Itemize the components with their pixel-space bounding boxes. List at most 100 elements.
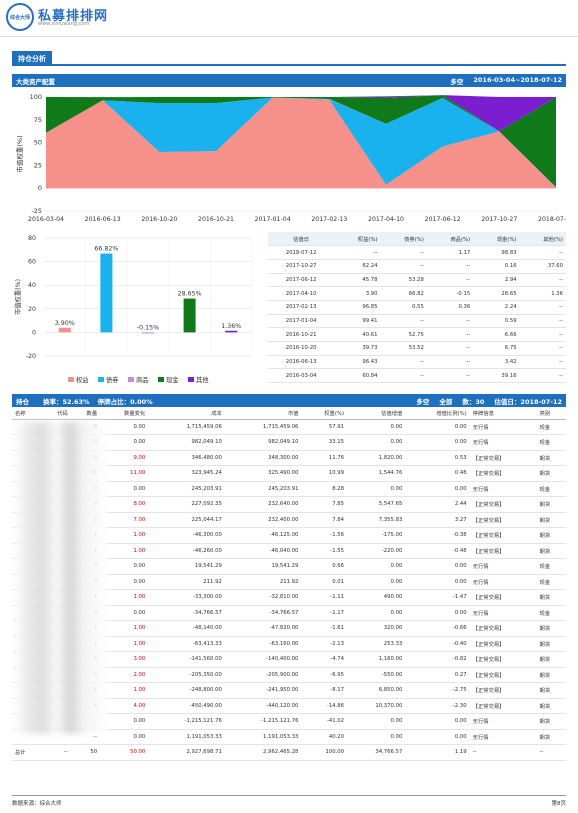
table-cell: 3.42: [473, 355, 520, 370]
table-cell: --: [426, 273, 474, 288]
table-cell: 982,049.10: [148, 434, 225, 451]
table-cell: 无行情: [469, 481, 537, 497]
holdings-header-cell: 代码: [41, 408, 71, 420]
y-tick-label: 80: [28, 235, 36, 242]
table-cell: -0.48: [405, 543, 470, 559]
table-row: 2016-10-21 40.61 52.75 -- 6.66 --: [268, 327, 566, 342]
table-cell: 期货: [536, 527, 566, 544]
table-cell: 0.36: [426, 300, 474, 315]
bar-其他: [225, 330, 238, 333]
table-cell: 99.41: [334, 314, 381, 329]
x-tick-label: 2017-10-27: [481, 216, 517, 223]
table-cell: 0.00: [100, 481, 149, 497]
table-cell: --: [380, 259, 427, 274]
table-cell: 无行情: [469, 558, 537, 575]
table-cell: -34,766.57: [148, 605, 225, 621]
table-cell: 245,203.91: [148, 481, 225, 497]
table-cell: 40.20: [301, 729, 348, 745]
table-cell: -1.55: [301, 543, 348, 559]
table-cell: 1.00: [100, 527, 149, 544]
table-cell: -2.75: [405, 682, 470, 699]
table-cell: 2017-10-27: [268, 259, 335, 274]
bar-value-label: -0.15%: [137, 324, 159, 331]
total-row: 总计 -- 50 50.00 2,927,698.71 2,962,465.28 100.0…: [12, 744, 566, 761]
table-cell: 1.00: [100, 682, 149, 699]
table-cell: 无行情: [469, 434, 537, 451]
legend-swatch: [98, 377, 104, 382]
table-cell: 1,820.00: [347, 450, 406, 466]
table-cell: 期货: [536, 512, 566, 528]
table-cell: 28.65: [473, 286, 520, 301]
table-cell: 【正常交易】: [469, 589, 537, 606]
table-cell: 期货: [536, 682, 566, 699]
table-cell: 0.00: [347, 713, 406, 730]
table-cell: 245,203.91: [224, 481, 302, 497]
table-cell: -0.38: [405, 527, 470, 544]
table-cell: 52.75: [380, 327, 427, 342]
table-cell: 19,541.29: [148, 558, 225, 575]
alloc-header-cell: 现金(%): [473, 232, 520, 247]
table-cell: 3.00: [100, 651, 149, 668]
table-cell: --: [519, 341, 566, 356]
table-cell: -4.74: [301, 651, 348, 668]
table-cell: -1.11: [301, 589, 348, 606]
table-row: 2017-06-12 45.78 53.28 -- 2.94 --: [268, 273, 566, 288]
table-cell: 0.00: [405, 713, 470, 730]
alloc-header-cell: 债券(%): [380, 232, 427, 247]
table-cell: --: [380, 355, 427, 370]
table-cell: --: [426, 259, 474, 274]
table-cell: -140,400.00: [224, 651, 302, 668]
table-cell: 7.85: [301, 496, 348, 513]
holdings-header-cell: 名称: [12, 408, 42, 420]
table-cell: 7.84: [301, 512, 348, 528]
table-cell: 100.00: [301, 744, 348, 761]
table-cell: --: [426, 341, 474, 356]
table-cell: -2.30: [405, 698, 470, 714]
table-cell: 96.43: [334, 355, 381, 370]
table-cell: -0.82: [405, 651, 470, 668]
table-cell: 50.00: [100, 744, 149, 761]
tab-label: 持仓分析: [12, 51, 52, 64]
holdings-header-cell: 权重(%): [301, 408, 348, 420]
table-cell: 期货: [536, 698, 566, 714]
table-cell: 34,766.57: [347, 744, 406, 761]
table-cell: 348,300.00: [224, 450, 302, 466]
table-row: 2017-10-27 62.24 -- -- 0.16 37.60: [268, 259, 566, 274]
alloc-range: 2016-03-04~2018-07-12: [473, 75, 562, 84]
table-cell: 期货: [536, 496, 566, 513]
holdings-header-cell: 成本: [148, 408, 225, 420]
table-cell: --: [469, 744, 537, 761]
page-number: 第8页: [551, 801, 567, 807]
table-cell: -32,810.00: [224, 589, 302, 606]
holdings-header-cell: 市值: [224, 408, 302, 420]
table-cell: 1,191,053.33: [148, 729, 225, 745]
table-cell: 50: [70, 744, 101, 761]
table-cell: -14.86: [301, 698, 348, 714]
legend-swatch: [128, 377, 134, 382]
bar-商品: [142, 332, 154, 334]
x-tick-label: 2018-07-12: [538, 216, 566, 223]
legend-label: 其他: [196, 375, 209, 384]
table-cell: 2016-03-04: [268, 368, 335, 384]
logo-emblem: 综合大师: [6, 3, 34, 31]
brand-title: 私募排排网: [38, 9, 109, 24]
bar-value-label: 3.90%: [55, 320, 75, 327]
table-cell: 1,191,053.33: [224, 729, 302, 745]
alloc-title: 大类资产配置: [16, 77, 55, 86]
y-tick-label: 20: [28, 306, 36, 313]
table-cell: 0.00: [100, 574, 149, 590]
table-cell: 253.33: [347, 636, 406, 652]
table-cell: 4.00: [100, 698, 149, 714]
table-cell: --: [536, 744, 566, 761]
bar-权益: [58, 327, 71, 333]
table-cell: 211.92: [224, 574, 302, 590]
table-cell: 【正常交易】: [469, 698, 537, 714]
x-tick-label: 2016-06-13: [85, 216, 121, 223]
table-cell: 【正常交易】: [469, 651, 537, 668]
table-cell: 1,160.00: [347, 651, 406, 668]
table-row: 44.00-450,490.00-440,120.00-14.8610,370.…: [12, 698, 566, 714]
table-cell: 0.00: [347, 558, 406, 575]
table-cell: 325,490.00: [224, 465, 302, 482]
holdings-header-cell: 数量变化: [100, 408, 149, 420]
table-cell: -1.61: [301, 620, 348, 637]
